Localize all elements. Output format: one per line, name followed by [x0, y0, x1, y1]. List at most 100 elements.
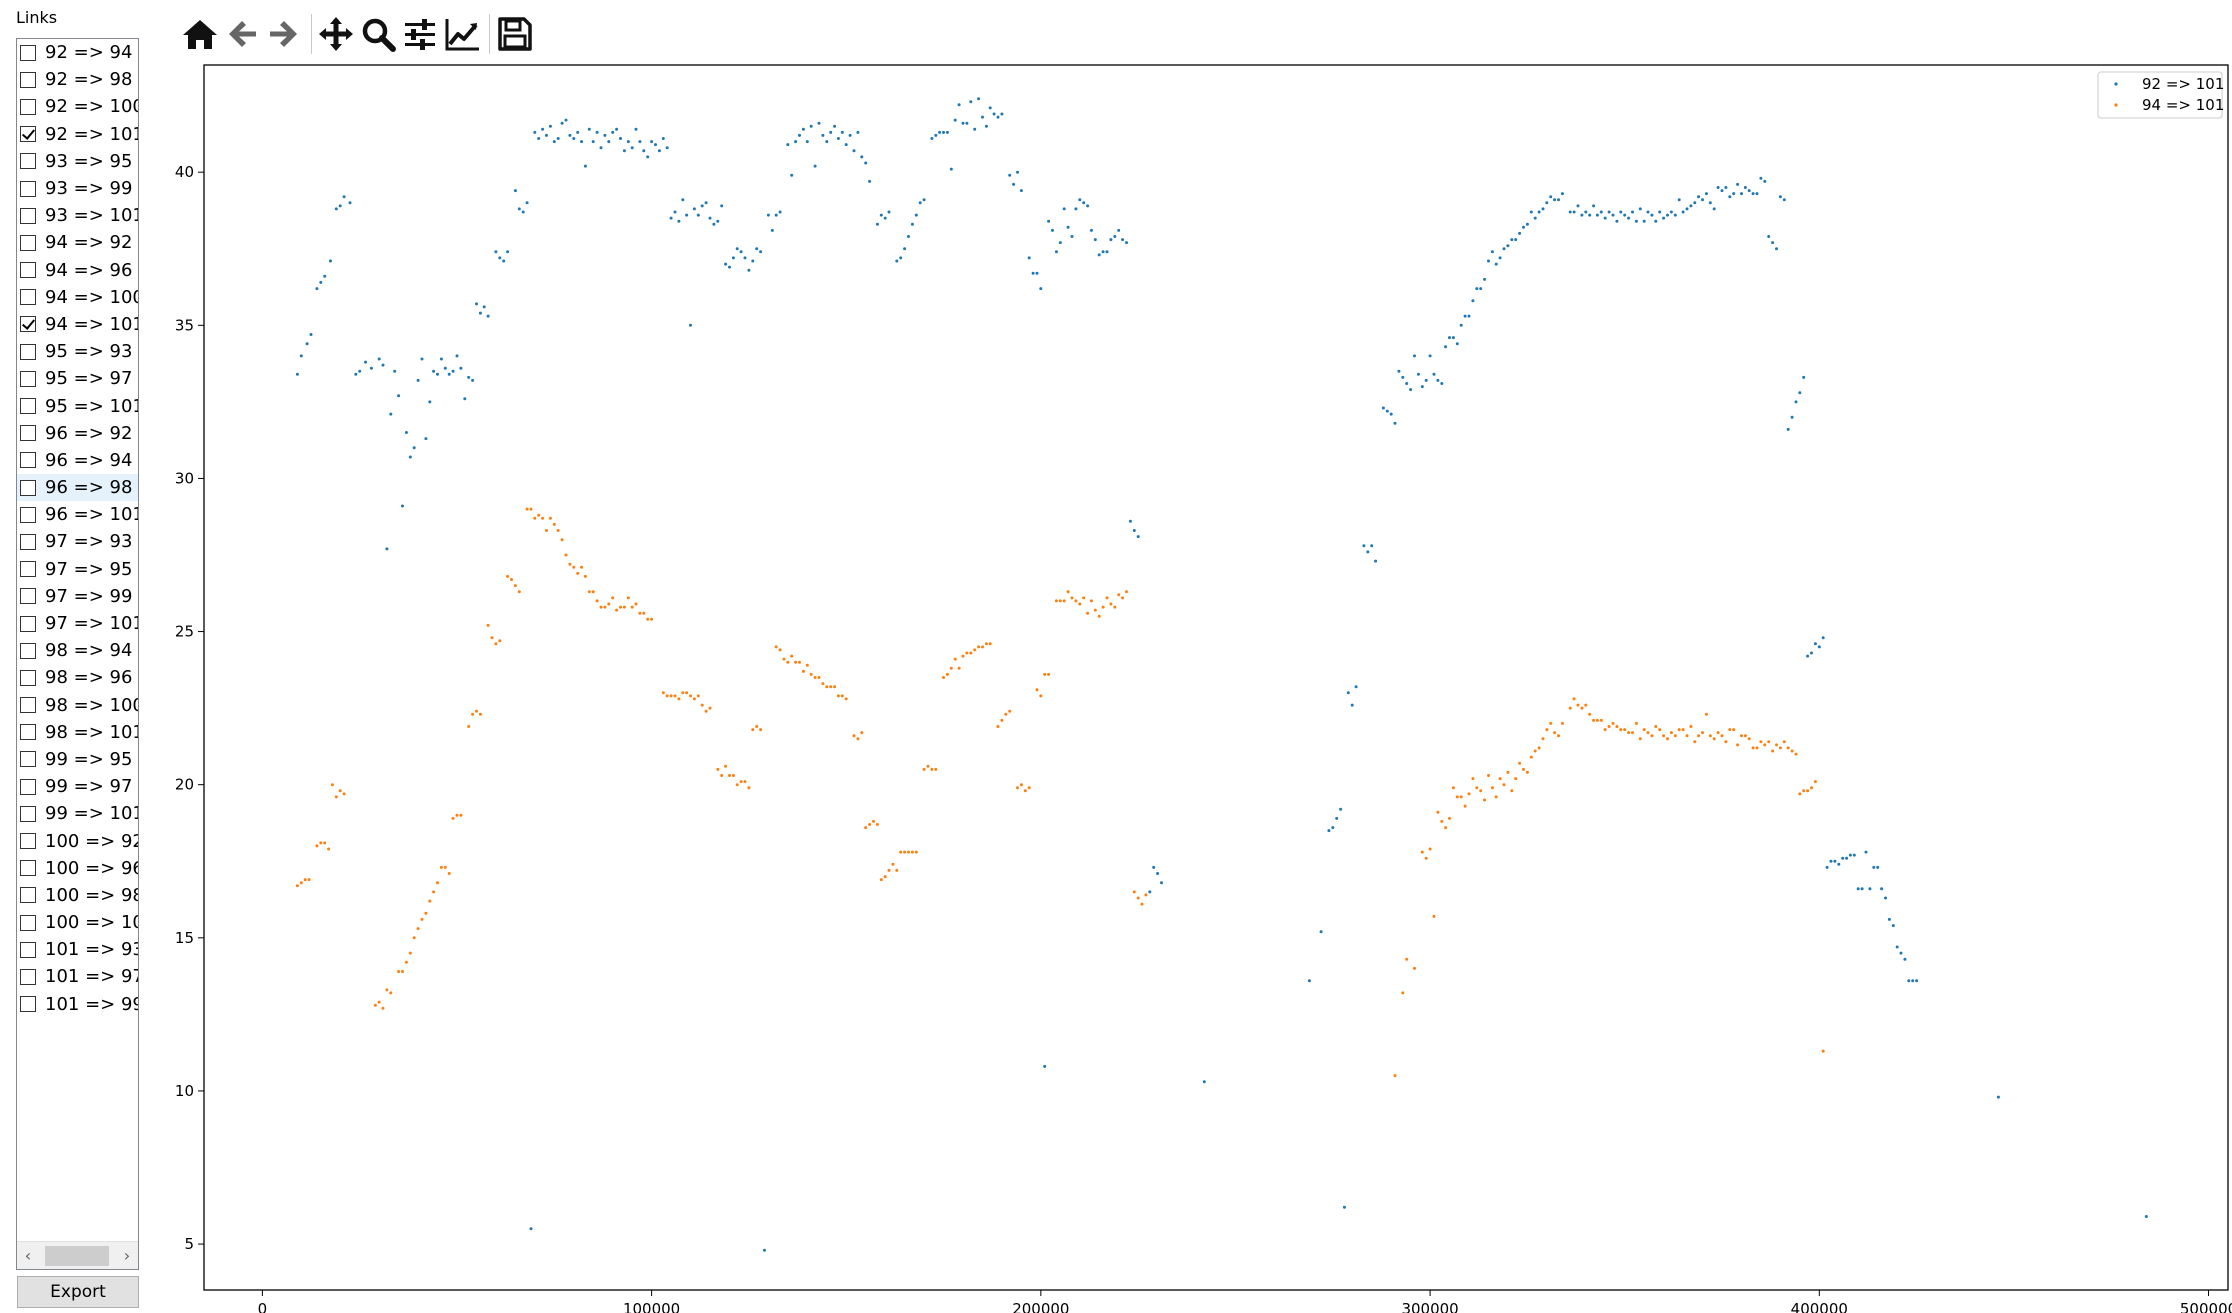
link-item[interactable]: 92 => 98: [17, 66, 138, 93]
link-checkbox[interactable]: [20, 153, 36, 170]
link-item[interactable]: 92 => 94: [17, 39, 138, 66]
link-item[interactable]: 101 => 93: [17, 936, 138, 963]
link-item[interactable]: 100 => 98: [17, 882, 138, 909]
link-item[interactable]: 97 => 95: [17, 556, 138, 583]
link-label: 94 => 100: [45, 286, 139, 308]
link-item[interactable]: 97 => 93: [17, 528, 138, 555]
link-checkbox[interactable]: [20, 180, 36, 197]
horizontal-scrollbar[interactable]: ‹ ›: [17, 1241, 138, 1269]
back-button[interactable]: [222, 14, 262, 54]
link-item[interactable]: 92 => 100: [17, 93, 138, 120]
link-checkbox[interactable]: [20, 398, 36, 415]
link-checkbox[interactable]: [20, 370, 36, 387]
link-item[interactable]: 100 => 96: [17, 855, 138, 882]
link-item[interactable]: 94 => 101: [17, 311, 138, 338]
link-checkbox[interactable]: [20, 452, 36, 469]
link-item[interactable]: 94 => 96: [17, 257, 138, 284]
link-checkbox[interactable]: [20, 778, 36, 795]
link-checkbox[interactable]: [20, 724, 36, 741]
link-item[interactable]: 100 => 92: [17, 827, 138, 854]
scatter-point: [1483, 798, 1487, 802]
export-button[interactable]: Export: [17, 1276, 139, 1308]
link-checkbox[interactable]: [20, 642, 36, 659]
scatter-point: [1650, 734, 1654, 738]
link-checkbox[interactable]: [20, 343, 36, 360]
link-item[interactable]: 99 => 101: [17, 800, 138, 827]
edit-axis-button[interactable]: [442, 14, 482, 54]
link-item[interactable]: 95 => 97: [17, 365, 138, 392]
scatter-point: [1794, 400, 1798, 404]
link-item[interactable]: 92 => 101: [17, 121, 138, 148]
scatter-point: [1810, 786, 1813, 790]
link-item[interactable]: 101 => 99: [17, 991, 138, 1018]
scatter-point: [907, 850, 910, 854]
configure-subplots-button[interactable]: [400, 14, 440, 54]
link-checkbox[interactable]: [20, 262, 36, 279]
link-item[interactable]: 101 => 97: [17, 963, 138, 990]
link-item[interactable]: 100 => 101: [17, 909, 138, 936]
link-checkbox[interactable]: [20, 968, 36, 985]
link-checkbox[interactable]: [20, 697, 36, 714]
link-item[interactable]: 93 => 95: [17, 148, 138, 175]
link-item[interactable]: 97 => 101: [17, 610, 138, 637]
link-item[interactable]: 98 => 94: [17, 637, 138, 664]
link-checkbox[interactable]: [20, 234, 36, 251]
scatter-point: [1634, 721, 1638, 725]
link-checkbox[interactable]: [20, 751, 36, 768]
link-checkbox[interactable]: [20, 98, 36, 115]
link-item[interactable]: 98 => 96: [17, 664, 138, 691]
link-checkbox[interactable]: [20, 615, 36, 632]
link-checkbox[interactable]: [20, 126, 36, 143]
save-button[interactable]: [494, 14, 534, 54]
scatter-point: [1467, 792, 1471, 796]
link-checkbox[interactable]: [20, 44, 36, 61]
zoom-button[interactable]: [358, 14, 398, 54]
link-item[interactable]: 99 => 97: [17, 773, 138, 800]
scatter-point: [1436, 378, 1440, 382]
link-checkbox[interactable]: [20, 71, 36, 88]
link-checkbox[interactable]: [20, 561, 36, 578]
link-item[interactable]: 93 => 99: [17, 175, 138, 202]
link-checkbox[interactable]: [20, 425, 36, 442]
links-list-panel[interactable]: 92 => 94 92 => 98 92 => 100 92 => 101 93 => …: [16, 38, 139, 1270]
link-item[interactable]: 93 => 101: [17, 202, 138, 229]
link-item[interactable]: 97 => 99: [17, 583, 138, 610]
link-checkbox[interactable]: [20, 316, 36, 333]
link-checkbox[interactable]: [20, 506, 36, 523]
link-item[interactable]: 96 => 98: [17, 474, 138, 502]
scroll-right-icon[interactable]: ›: [123, 1246, 131, 1265]
scatter-point: [1117, 593, 1121, 597]
link-item[interactable]: 99 => 95: [17, 746, 138, 773]
link-checkbox[interactable]: [20, 833, 36, 850]
link-item[interactable]: 98 => 101: [17, 719, 138, 746]
forward-button[interactable]: [264, 14, 304, 54]
link-checkbox[interactable]: [20, 669, 36, 686]
link-checkbox[interactable]: [20, 941, 36, 958]
link-checkbox[interactable]: [20, 533, 36, 550]
link-checkbox[interactable]: [20, 887, 36, 904]
scatter-point: [782, 657, 786, 661]
link-item[interactable]: 95 => 93: [17, 338, 138, 365]
link-checkbox[interactable]: [20, 207, 36, 224]
link-item[interactable]: 95 => 101: [17, 392, 138, 419]
link-checkbox[interactable]: [20, 588, 36, 605]
link-checkbox[interactable]: [20, 479, 36, 496]
link-checkbox[interactable]: [20, 914, 36, 931]
link-checkbox[interactable]: [20, 805, 36, 822]
scatter-point: [552, 522, 556, 526]
link-checkbox[interactable]: [20, 860, 36, 877]
link-checkbox[interactable]: [20, 996, 36, 1013]
link-item[interactable]: 98 => 100: [17, 692, 138, 719]
link-item[interactable]: 96 => 101: [17, 501, 138, 528]
home-button[interactable]: [180, 14, 220, 54]
link-item[interactable]: 96 => 92: [17, 420, 138, 447]
scrollbar-thumb[interactable]: [45, 1246, 109, 1266]
pan-button[interactable]: [316, 14, 356, 54]
scatter-point: [657, 149, 661, 153]
link-item[interactable]: 94 => 100: [17, 284, 139, 311]
link-checkbox[interactable]: [20, 289, 36, 306]
link-item[interactable]: 96 => 94: [17, 447, 138, 474]
scroll-left-icon[interactable]: ‹: [24, 1246, 32, 1265]
link-item[interactable]: 94 => 92: [17, 229, 138, 256]
